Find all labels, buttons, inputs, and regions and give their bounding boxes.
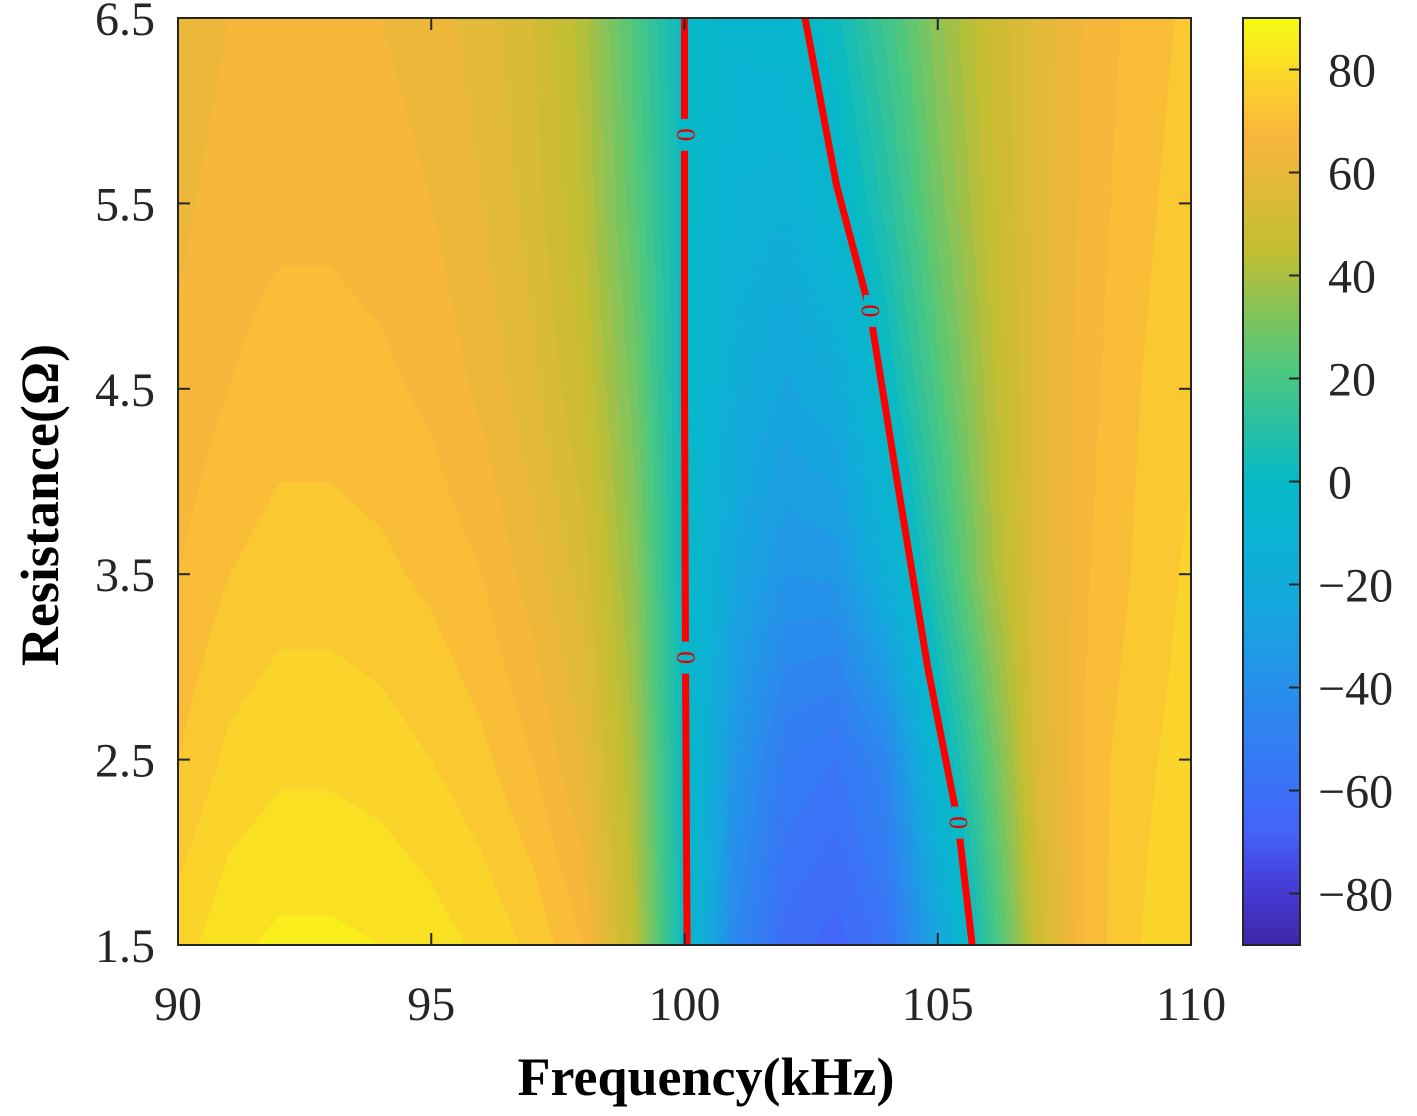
x-tick-label: 110 (1156, 978, 1226, 1031)
colorbar-tick-label: 40 (1328, 251, 1376, 304)
x-tick-label: 95 (407, 978, 455, 1031)
colorbar-tick-label: 80 (1328, 45, 1376, 98)
colorbar-tick-label: −40 (1318, 663, 1393, 716)
contour-label: 0 (672, 651, 701, 664)
zero-contour-line (681, 18, 691, 946)
y-axis: 1.5 2.5 3.5 4.5 5.5 6.5 (95, 0, 1191, 973)
y-tick-label: 2.5 (95, 735, 155, 788)
x-tick-label: 90 (154, 978, 202, 1031)
y-tick-label: 3.5 (95, 549, 155, 602)
colorbar-tick-label: 60 (1328, 148, 1376, 201)
contour-label-gap (952, 806, 965, 839)
x-tick-label: 105 (902, 978, 974, 1031)
colorbar-axis: 80 60 40 20 0 −20 −40 −60 −80 (1289, 45, 1393, 922)
x-tick-label: 100 (649, 978, 721, 1031)
y-tick-label: 5.5 (95, 178, 155, 231)
y-tick-label: 4.5 (95, 364, 155, 417)
zero-contour-lines: 0 0 0 0 (672, 17, 976, 946)
contour-label-gap (679, 118, 692, 151)
colorbar-tick-label: −60 (1318, 766, 1393, 819)
x-axis: 90 95 100 105 110 (154, 18, 1226, 1031)
colorbar-tick-label: −20 (1318, 560, 1393, 613)
y-tick-label: 1.5 (95, 920, 155, 973)
x-axis-label: Frequency(kHz) (518, 1047, 895, 1107)
contour-label-gap (863, 294, 876, 327)
zero-contour-line (801, 17, 976, 946)
contour-label: 0 (856, 304, 885, 317)
y-tick-label: 6.5 (95, 0, 155, 46)
contour-label-gap (679, 641, 692, 674)
contour-label: 0 (672, 128, 701, 141)
colorbar-tick-label: −80 (1318, 869, 1393, 922)
contour-label: 0 (944, 816, 973, 829)
y-axis-label: Resistance(Ω) (10, 344, 70, 666)
colorbar-tick-label: 0 (1328, 457, 1352, 510)
colorbar-tick-label: 20 (1328, 354, 1376, 407)
